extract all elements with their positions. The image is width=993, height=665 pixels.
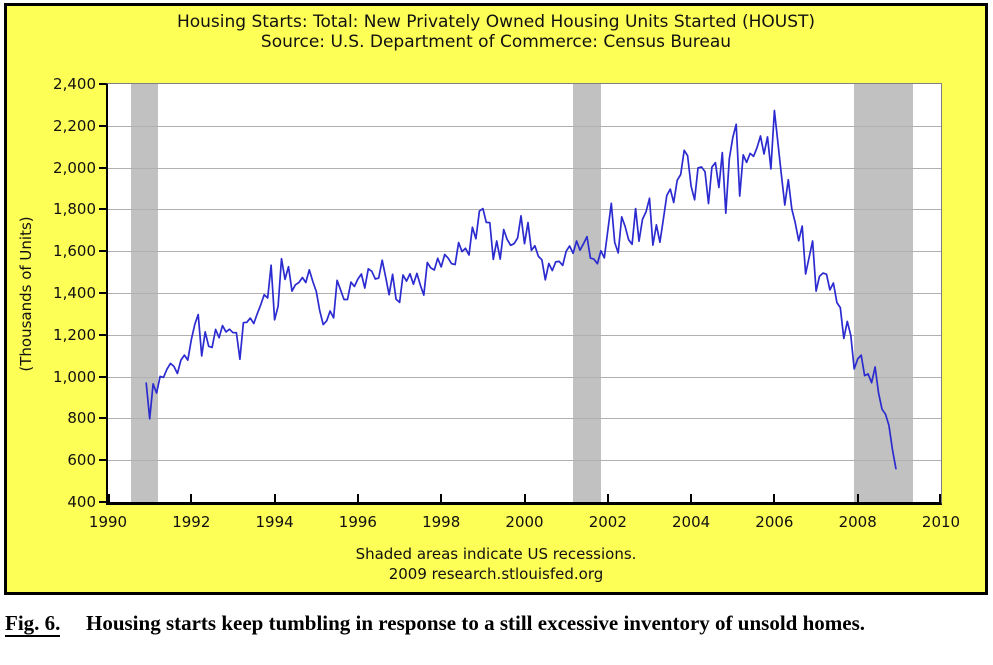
- figure-caption: Fig. 6. Housing starts keep tumbling in r…: [5, 610, 993, 637]
- x-tick-mark: [273, 494, 276, 502]
- y-tick-mark: [99, 83, 106, 85]
- gridline: [108, 293, 941, 294]
- y-tick-label: 1,200: [53, 325, 96, 344]
- y-tick-mark: [99, 124, 106, 127]
- x-tick-label: 2006: [755, 513, 794, 531]
- y-tick-label: 400: [67, 493, 96, 511]
- gridline: [108, 418, 941, 419]
- gridline: [108, 377, 941, 378]
- y-tick-mark: [99, 459, 106, 462]
- houst-series-line: [145, 109, 897, 470]
- y-tick-mark: [99, 417, 106, 420]
- y-tick-label: 1,400: [53, 284, 96, 302]
- y-tick-mark: [99, 501, 106, 503]
- x-tick-mark: [606, 494, 609, 502]
- x-tick-mark: [939, 494, 941, 502]
- caption-text: Housing starts keep tumbling in response…: [86, 611, 865, 635]
- gridline: [108, 126, 941, 127]
- x-tick-mark: [356, 494, 359, 502]
- source-note: 2009 research.stlouisfed.org: [388, 565, 604, 583]
- y-tick-label: 2,000: [53, 158, 96, 177]
- x-tick-label: 1994: [255, 513, 294, 531]
- y-tick-mark: [99, 250, 106, 253]
- x-tick-label: 2010: [921, 513, 961, 531]
- x-tick-label: 1998: [422, 513, 461, 531]
- x-tick-mark: [773, 494, 776, 502]
- chart-title-block: Housing Starts: Total: New Privately Own…: [7, 12, 985, 52]
- y-tick-label: 800: [67, 409, 96, 428]
- x-tick-label: 1996: [338, 513, 377, 531]
- x-tick-label: 2002: [588, 513, 627, 531]
- figure-label: Fig. 6.: [5, 610, 86, 637]
- gridline: [108, 460, 941, 461]
- y-tick-label: 2,200: [53, 116, 96, 135]
- figure-label-text: Fig. 6.: [5, 611, 61, 637]
- x-tick-mark: [440, 494, 443, 502]
- plot-area: [106, 83, 942, 505]
- y-tick-label: 1,800: [53, 200, 96, 219]
- x-tick-label: 2000: [505, 513, 544, 531]
- gridline: [108, 251, 941, 252]
- x-tick-label: 1992: [172, 513, 211, 531]
- x-tick-label: 2004: [672, 513, 711, 531]
- y-tick-label: 2,400: [53, 75, 96, 93]
- x-tick-mark: [108, 494, 110, 502]
- y-tick-label: 1,600: [53, 242, 96, 261]
- y-tick-label: 1,000: [53, 367, 96, 386]
- y-tick-mark: [99, 333, 106, 336]
- y-tick-mark: [99, 292, 106, 294]
- x-tick-mark: [190, 494, 193, 502]
- y-tick-mark: [99, 166, 106, 169]
- y-tick-mark: [99, 375, 106, 378]
- x-tick-mark: [690, 494, 693, 502]
- recession-note: Shaded areas indicate US recessions.: [355, 545, 637, 563]
- series-polyline: [145, 109, 897, 470]
- x-tick-mark: [523, 494, 526, 502]
- gridline: [108, 168, 941, 169]
- chart-title: Housing Starts: Total: New Privately Own…: [176, 12, 816, 32]
- x-tick-label: 2008: [838, 513, 877, 531]
- x-tick-mark: [856, 494, 859, 502]
- y-tick-mark: [99, 208, 106, 211]
- housing-starts-chart: Housing Starts: Total: New Privately Own…: [4, 3, 988, 595]
- gridline: [108, 335, 941, 336]
- chart-subtitle: Source: U.S. Department of Commerce: Cen…: [260, 32, 732, 52]
- y-tick-label: 600: [67, 451, 96, 470]
- gridline: [108, 209, 941, 210]
- x-tick-label: 1990: [88, 513, 128, 531]
